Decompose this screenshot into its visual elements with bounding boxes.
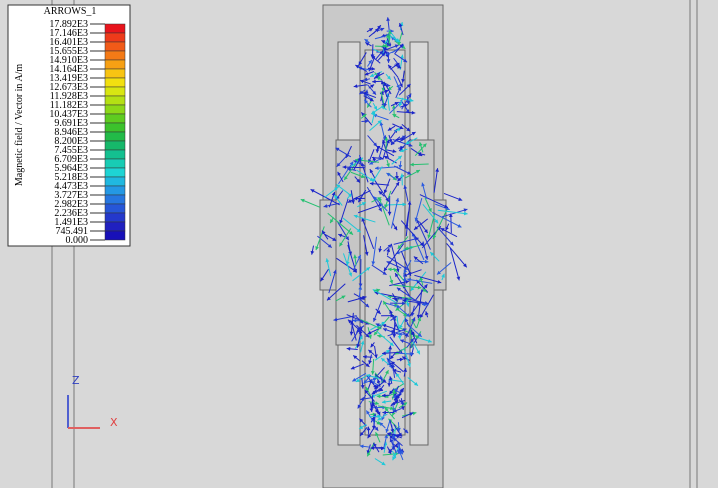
legend-swatch bbox=[105, 96, 125, 105]
legend-rows: 17.892E317.146E316.401E315.655E314.910E3… bbox=[49, 19, 125, 246]
legend-axis-label: Magnetic field / Vector in A/m bbox=[14, 64, 25, 187]
legend-swatch bbox=[105, 141, 125, 150]
legend-swatch bbox=[105, 177, 125, 186]
legend-title: ARROWS_1 bbox=[44, 6, 97, 17]
z-label: Z bbox=[72, 374, 80, 387]
legend-swatch bbox=[105, 24, 125, 33]
legend-swatch bbox=[105, 195, 125, 204]
legend-swatch bbox=[105, 132, 125, 141]
legend-swatch bbox=[105, 222, 125, 231]
legend-swatch bbox=[105, 204, 125, 213]
arrow-head bbox=[311, 251, 315, 255]
legend-label: 0.000 bbox=[66, 235, 89, 246]
legend-swatch bbox=[105, 150, 125, 159]
legend-swatch bbox=[105, 231, 125, 240]
scene: ARROWS_1 Magnetic field / Vector in A/m … bbox=[0, 0, 718, 488]
x-label: X bbox=[110, 416, 118, 429]
viewport: ARROWS_1 Magnetic field / Vector in A/m … bbox=[0, 0, 718, 488]
legend-swatch bbox=[105, 114, 125, 123]
legend-swatch bbox=[105, 87, 125, 96]
legend-swatch bbox=[105, 123, 125, 132]
legend: ARROWS_1 Magnetic field / Vector in A/m … bbox=[8, 5, 130, 246]
legend-swatch bbox=[105, 213, 125, 222]
legend-swatch bbox=[105, 105, 125, 114]
legend-swatch bbox=[105, 168, 125, 177]
legend-swatch bbox=[105, 51, 125, 60]
legend-swatch bbox=[105, 69, 125, 78]
arrow-head bbox=[456, 276, 460, 280]
legend-swatch bbox=[105, 60, 125, 69]
axis-triad: Z X bbox=[68, 374, 118, 429]
legend-swatch bbox=[105, 78, 125, 87]
legend-swatch bbox=[105, 33, 125, 42]
legend-swatch bbox=[105, 186, 125, 195]
legend-swatch bbox=[105, 159, 125, 168]
legend-swatch bbox=[105, 42, 125, 51]
